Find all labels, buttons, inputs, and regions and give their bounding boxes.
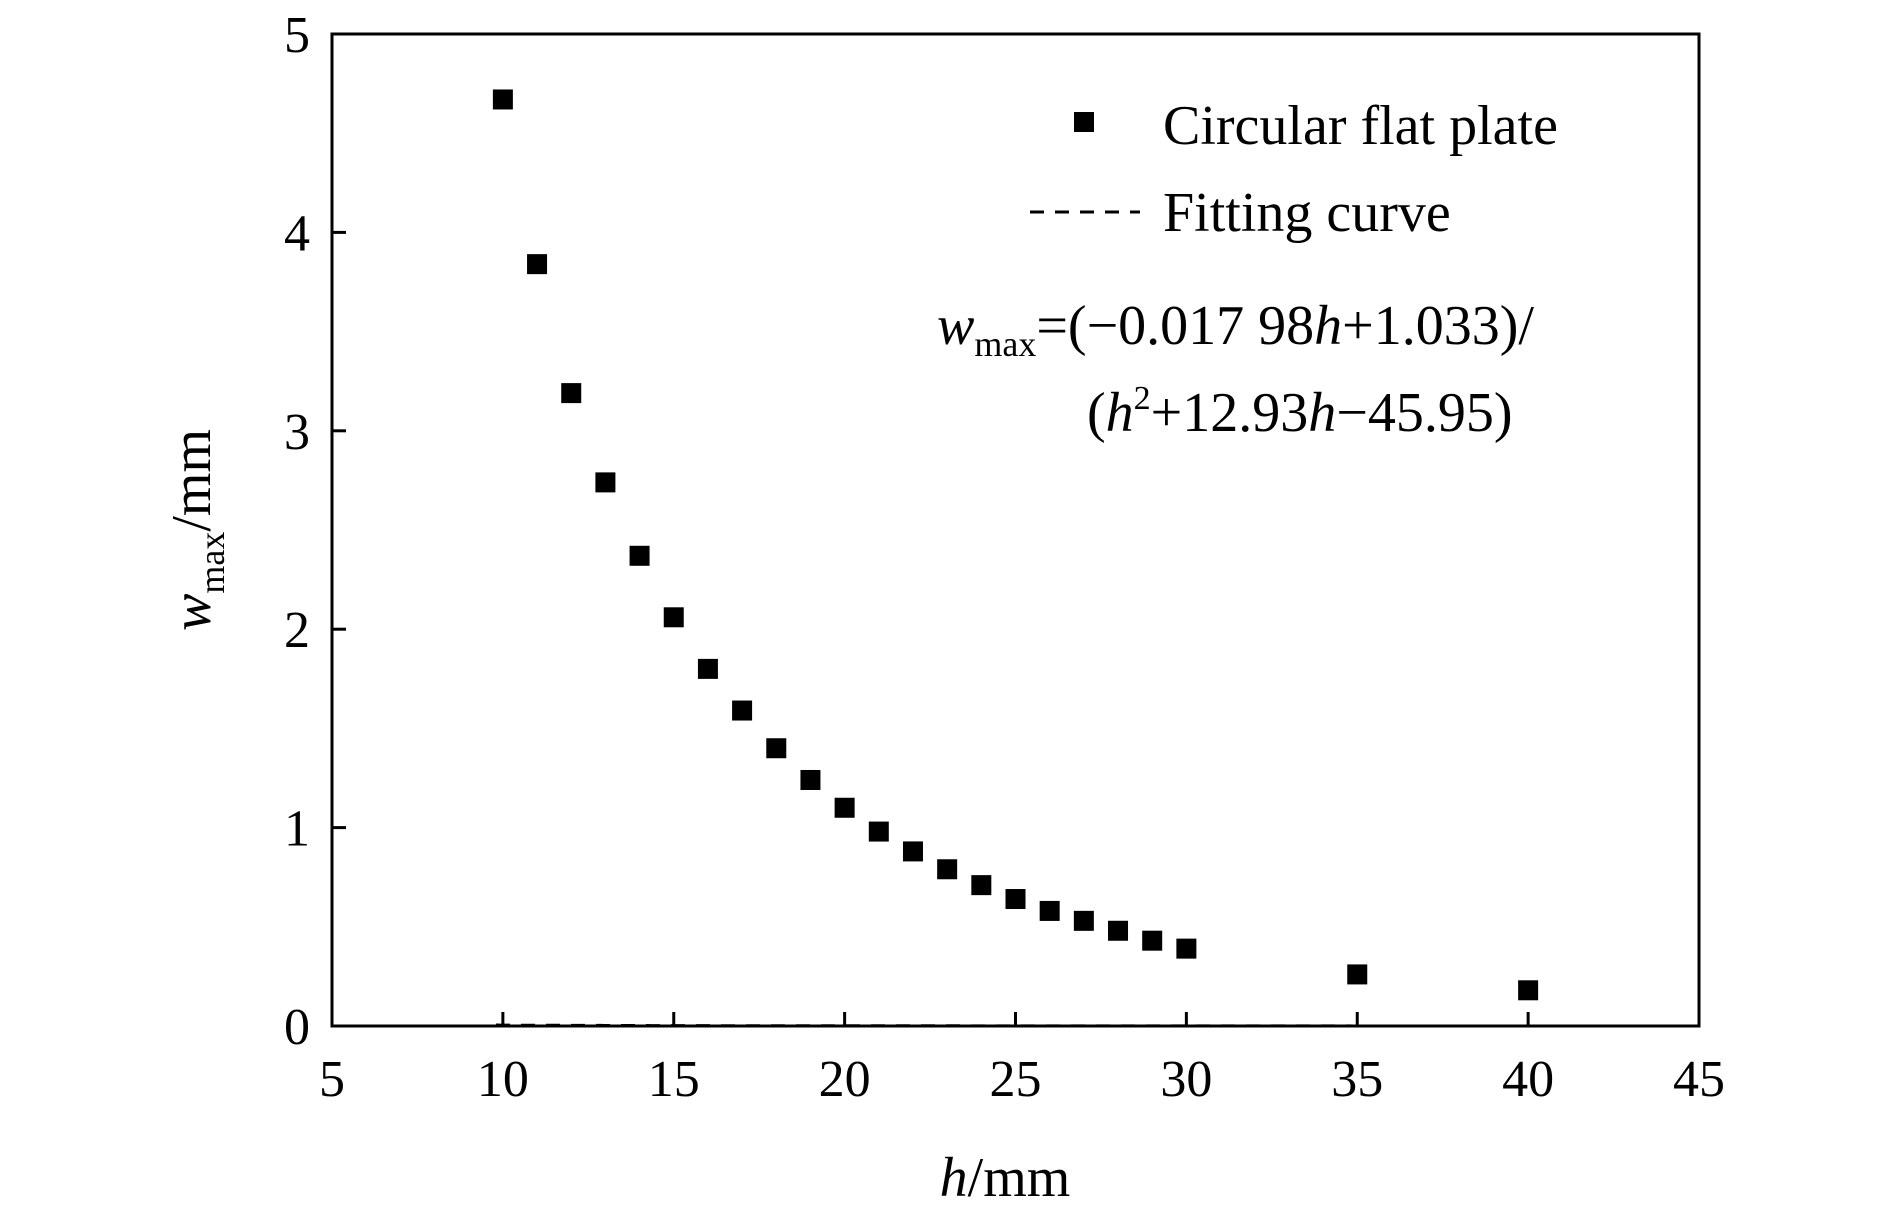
- y-tick-label-4: 4: [284, 205, 310, 262]
- data-point: [1039, 900, 1060, 921]
- data-point: [561, 383, 582, 404]
- data-point: [595, 472, 616, 493]
- data-point: [1176, 938, 1197, 959]
- legend-label-circular-flat-plate: Circular flat plate: [1163, 95, 1558, 157]
- data-point: [1347, 964, 1368, 985]
- x-tick-label-40: 40: [1502, 1051, 1554, 1108]
- data-point: [766, 738, 787, 759]
- x-tick-label-20: 20: [819, 1051, 871, 1108]
- data-point: [697, 658, 718, 679]
- data-point: [902, 841, 923, 862]
- data-point: [834, 797, 855, 818]
- y-tick-labels: 0 1 2 3 4 5: [284, 7, 310, 1056]
- data-point: [1005, 889, 1026, 910]
- data-point: [800, 769, 821, 790]
- x-tick-label-5: 5: [319, 1051, 345, 1108]
- x-tick-label-30: 30: [1160, 1051, 1212, 1108]
- data-point: [1142, 930, 1163, 951]
- data-point: [663, 607, 684, 628]
- x-tick-label-10: 10: [477, 1051, 529, 1108]
- y-tick-label-3: 3: [284, 404, 310, 461]
- data-point: [492, 89, 513, 110]
- x-axis-label: h/mm: [940, 1147, 1071, 1209]
- data-point: [527, 254, 548, 275]
- x-tick-labels: 5 10 15 20 25 30 35 40 45: [319, 1051, 1725, 1108]
- data-point: [868, 821, 889, 842]
- data-point: [1108, 920, 1129, 941]
- plot-frame: [330, 32, 1701, 1028]
- x-tick-label-35: 35: [1331, 1051, 1383, 1108]
- x-tick-label-45: 45: [1673, 1051, 1725, 1108]
- legend-marker-square: [1074, 112, 1094, 132]
- scatter-points: [492, 89, 1539, 1001]
- fit-equation-line-2: (h2+12.93h−45.95): [1087, 380, 1512, 444]
- data-point: [732, 700, 753, 721]
- y-tick-label-2: 2: [284, 602, 310, 659]
- y-tick-label-0: 0: [284, 999, 310, 1056]
- data-point: [937, 859, 958, 880]
- data-point: [1073, 910, 1094, 931]
- x-tick-label-25: 25: [990, 1051, 1042, 1108]
- data-point: [971, 875, 992, 896]
- fit-equation: wmax=(−0.017 98h+1.033)/ (h2+12.93h−45.9…: [937, 295, 1534, 444]
- y-tick-label-5: 5: [284, 7, 310, 64]
- axis-ticks: [330, 32, 1701, 1028]
- legend-label-fitting-curve: Fitting curve: [1163, 182, 1451, 244]
- fitting-curve-line: [496, 1023, 1699, 1028]
- fit-equation-line-1: wmax=(−0.017 98h+1.033)/: [937, 295, 1534, 364]
- x-tick-label-15: 15: [648, 1051, 700, 1108]
- data-point: [1518, 980, 1539, 1001]
- legend: Circular flat plate Fitting curve: [1030, 95, 1558, 244]
- y-tick-label-1: 1: [284, 801, 310, 858]
- data-point: [629, 545, 650, 566]
- y-axis-label: wmax/mm: [161, 429, 232, 631]
